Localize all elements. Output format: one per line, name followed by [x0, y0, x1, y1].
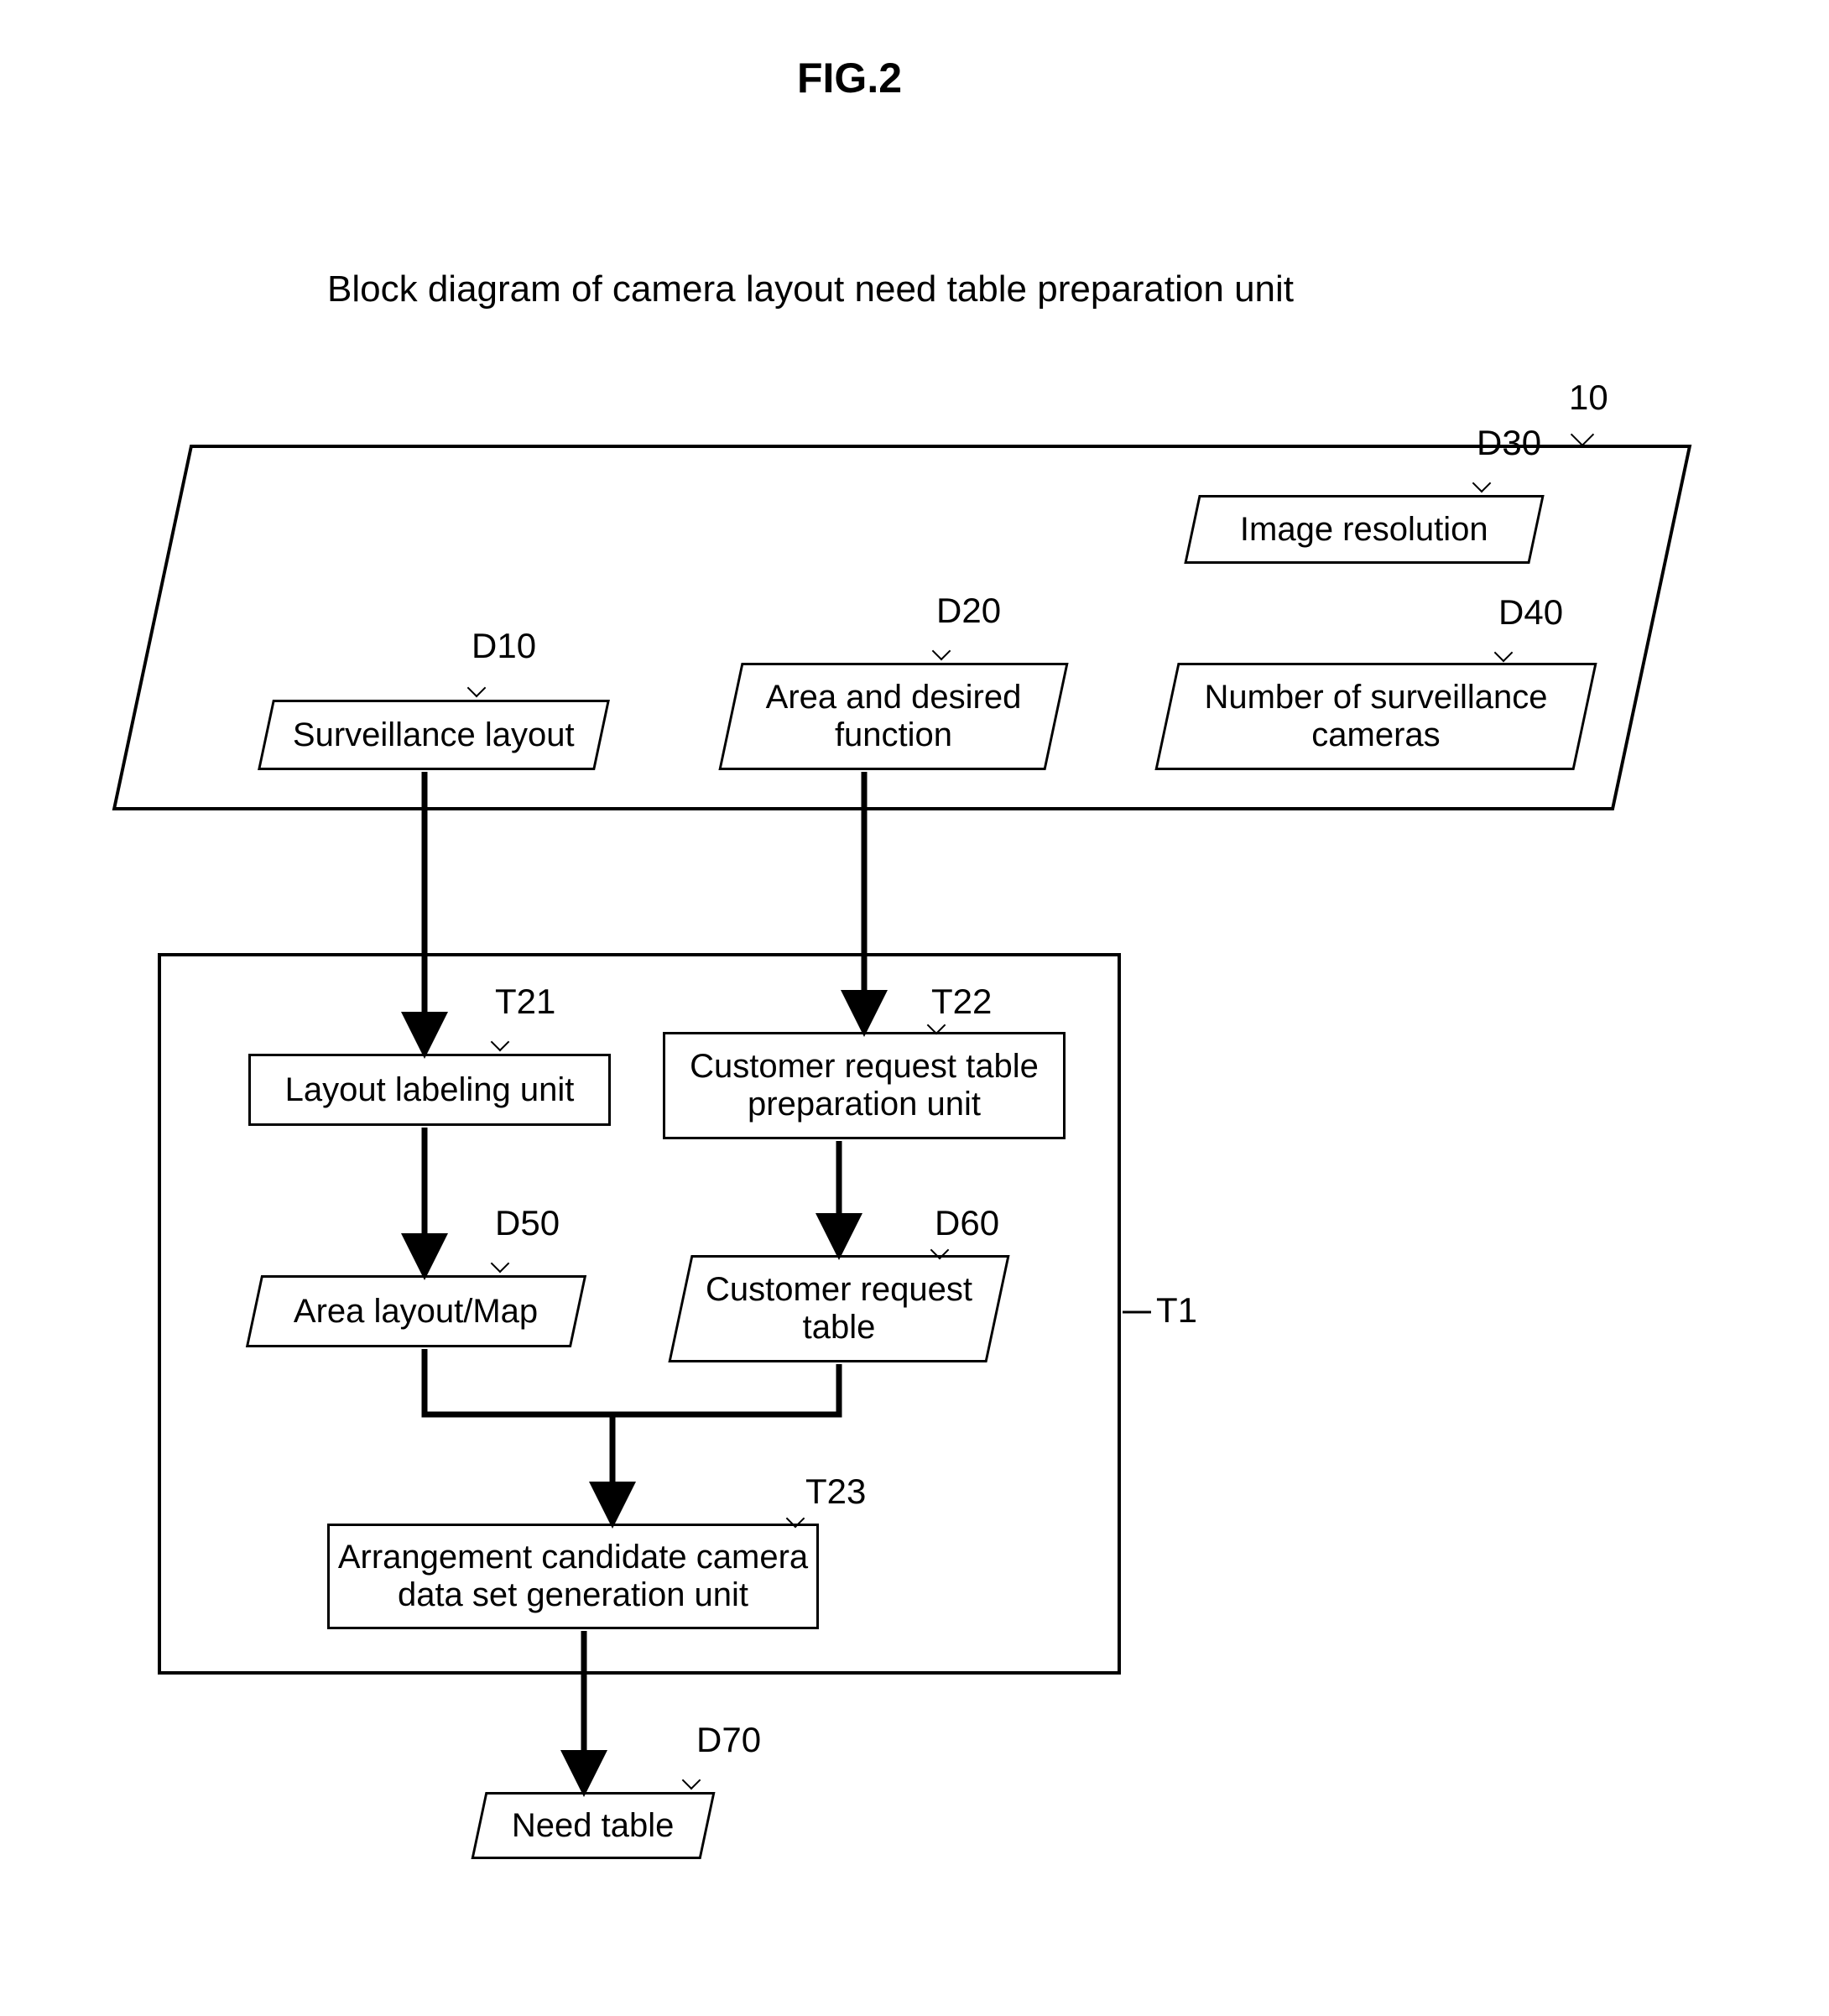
ref-d60: D60 — [935, 1203, 999, 1243]
node-d60: Customer request table — [668, 1255, 1009, 1362]
figure-title: FIG.2 — [797, 54, 902, 102]
ref-d10: D10 — [472, 626, 536, 666]
node-t22: Customer request table preparation unit — [663, 1032, 1066, 1139]
node-d30-label: Image resolution — [1232, 511, 1497, 549]
ref-t22: T22 — [931, 982, 992, 1022]
ref-t23: T23 — [805, 1472, 866, 1512]
ref-d40: D40 — [1498, 592, 1563, 633]
node-d70-label: Need table — [503, 1807, 682, 1845]
tick-10 — [1571, 423, 1594, 446]
node-d50-label: Area layout/Map — [285, 1293, 546, 1331]
node-d30: Image resolution — [1184, 495, 1544, 564]
ref-d20: D20 — [936, 591, 1001, 631]
ref-t1: T1 — [1156, 1290, 1197, 1331]
node-d10-label: Surveillance layout — [284, 716, 583, 754]
ref-d70: D70 — [696, 1720, 761, 1760]
diagram-subtitle: Block diagram of camera layout need tabl… — [327, 268, 1294, 310]
tick-d70 — [682, 1771, 701, 1790]
node-d10: Surveillance layout — [258, 700, 610, 770]
node-d60-label: Customer request table — [682, 1271, 996, 1347]
ref-t21: T21 — [495, 982, 555, 1022]
node-t23: Arrangement candidate camera data set ge… — [327, 1524, 819, 1629]
node-d20: Area and desired function — [718, 663, 1068, 770]
node-t22-label: Customer request table preparation unit — [665, 1048, 1063, 1123]
node-d40: Number of surveillance cameras — [1154, 663, 1597, 770]
node-t23-label: Arrangement candidate camera data set ge… — [330, 1539, 816, 1614]
node-t21-label: Layout labeling unit — [285, 1071, 575, 1109]
node-d40-label: Number of surveillance cameras — [1169, 679, 1583, 754]
ref-d50: D50 — [495, 1203, 560, 1243]
node-d50: Area layout/Map — [246, 1275, 586, 1347]
node-d70: Need table — [471, 1792, 715, 1859]
ref-d30: D30 — [1477, 423, 1541, 463]
node-t21: Layout labeling unit — [248, 1054, 611, 1126]
ref-10: 10 — [1569, 378, 1608, 418]
node-d20-label: Area and desired function — [732, 679, 1055, 754]
